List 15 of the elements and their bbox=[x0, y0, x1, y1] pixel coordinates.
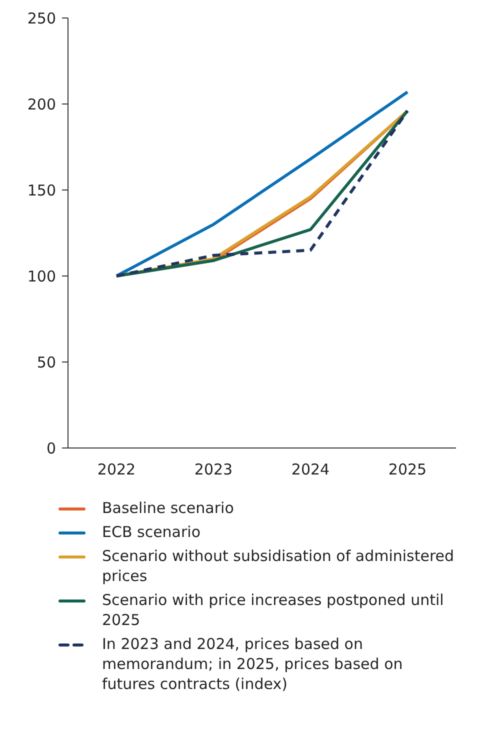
x-tick-label: 2025 bbox=[388, 460, 427, 479]
x-tick-label: 2023 bbox=[194, 460, 233, 479]
y-tick-label: 0 bbox=[46, 439, 56, 458]
legend-label: ECB scenario bbox=[102, 522, 201, 542]
y-tick-label: 50 bbox=[36, 353, 56, 372]
y-tick-label: 100 bbox=[27, 267, 56, 286]
legend-label: In 2023 and 2024, prices based on memorandum; in 2025, prices based on futures contracts (index) bbox=[102, 634, 404, 694]
y-tick-label: 200 bbox=[27, 95, 56, 114]
y-tick-label: 150 bbox=[27, 181, 56, 200]
legend-label: Baseline scenario bbox=[102, 498, 234, 518]
x-tick-label: 2022 bbox=[97, 460, 136, 479]
y-tick-label: 250 bbox=[27, 9, 56, 28]
x-tick-label: 2024 bbox=[291, 460, 330, 479]
legend-label: Scenario with price increases postponed until 2025 bbox=[102, 590, 445, 630]
legend-label: Scenario without subsidisation of administered prices bbox=[102, 546, 456, 586]
